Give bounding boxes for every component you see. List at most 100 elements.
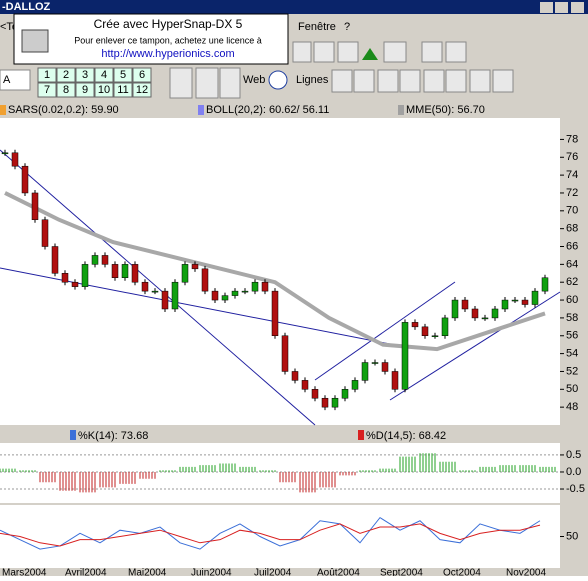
y-tick-label: 48 xyxy=(566,401,578,413)
y-tick-label: 70 xyxy=(566,205,578,217)
number-button[interactable] xyxy=(37,82,57,98)
price-panel xyxy=(0,118,560,425)
menu-item[interactable]: ? xyxy=(344,21,350,33)
number-button[interactable] xyxy=(94,67,114,83)
y-tick-label: 58 xyxy=(566,312,578,324)
maximize[interactable] xyxy=(555,2,568,13)
stamp-title: Crée avec HyperSnap-DX 5 xyxy=(94,17,243,31)
candle xyxy=(171,281,179,310)
candle xyxy=(321,397,329,408)
legend-label: %K(14): 73.68 xyxy=(78,430,148,442)
candle xyxy=(441,317,449,337)
candle xyxy=(371,362,379,364)
candle xyxy=(451,299,459,319)
y-tick-label: 72 xyxy=(566,187,578,199)
stamp-link[interactable]: http://www.hyperionics.com xyxy=(101,48,234,60)
candle xyxy=(261,281,269,292)
candle xyxy=(491,308,499,319)
candle xyxy=(511,299,519,302)
candle xyxy=(181,264,189,283)
y-tick-label: 68 xyxy=(566,223,578,235)
y-tick-label: 0.5 xyxy=(566,449,581,461)
candle xyxy=(211,290,219,301)
stamp xyxy=(13,13,289,65)
y-tick-label: 62 xyxy=(566,276,578,288)
number-button[interactable] xyxy=(132,67,152,83)
y-tick-label: 50 xyxy=(566,383,578,395)
number-button[interactable] xyxy=(94,82,114,98)
number-label: 2 xyxy=(63,69,69,81)
y-tick-label: 66 xyxy=(566,240,578,252)
x-tick-label: Nov2004 xyxy=(506,568,546,576)
candle xyxy=(121,264,129,278)
candle xyxy=(301,380,309,390)
y-tick-label: 74 xyxy=(566,169,578,181)
y-tick-label: 50 xyxy=(566,530,578,542)
number-button[interactable] xyxy=(37,67,57,83)
candle xyxy=(351,380,359,390)
candle xyxy=(381,362,389,372)
close[interactable] xyxy=(571,2,584,13)
candle xyxy=(501,299,509,310)
candle xyxy=(161,290,169,310)
x-tick-label: Août2004 xyxy=(317,568,360,576)
candle xyxy=(131,264,139,283)
number-button[interactable] xyxy=(75,82,95,98)
y-tick-label: 0.0 xyxy=(566,466,581,478)
candle xyxy=(391,371,399,390)
candle xyxy=(81,264,89,287)
web-icon xyxy=(268,70,288,90)
x-tick-label: Oct2004 xyxy=(443,568,481,576)
candle xyxy=(341,389,349,399)
candle xyxy=(91,255,99,265)
lines-button[interactable]: Lignes xyxy=(296,74,329,86)
number-button[interactable] xyxy=(132,82,152,98)
candle xyxy=(151,290,159,293)
candle xyxy=(221,295,229,301)
candle xyxy=(11,152,19,167)
legend-swatch xyxy=(398,105,404,115)
legend-swatch xyxy=(0,105,6,115)
stoch-line xyxy=(0,523,541,547)
y-tick-label: -0.5 xyxy=(566,483,585,495)
number-label: 12 xyxy=(136,84,148,96)
y-tick-label: 76 xyxy=(566,151,578,163)
combo[interactable] xyxy=(0,69,31,91)
candle xyxy=(31,192,39,220)
number-button[interactable] xyxy=(56,67,76,83)
legend-label: BOLL(20,2): 60.62/ 56.11 xyxy=(206,104,329,116)
menu-item[interactable]: Fenêtre xyxy=(298,21,336,33)
number-button[interactable] xyxy=(75,67,95,83)
number-label: 6 xyxy=(139,69,145,81)
number-label: 1 xyxy=(44,69,50,81)
title-bar xyxy=(0,0,588,14)
candle xyxy=(531,290,539,305)
candle xyxy=(541,277,549,292)
combo-text: A xyxy=(3,74,11,86)
number-button[interactable] xyxy=(56,82,76,98)
x-tick-label: Avril2004 xyxy=(65,568,107,576)
candle xyxy=(421,326,429,337)
minimize[interactable] xyxy=(540,2,553,13)
legend-swatch xyxy=(358,430,364,440)
candle xyxy=(101,255,109,265)
candle xyxy=(71,281,79,287)
x-tick-label: Sept2004 xyxy=(380,568,423,576)
legend-swatch xyxy=(70,430,76,440)
candle xyxy=(41,219,49,247)
stoch-line xyxy=(0,516,541,550)
number-button[interactable] xyxy=(113,82,133,98)
number-label: 8 xyxy=(63,84,69,96)
candle xyxy=(431,335,439,338)
web-button[interactable]: Web xyxy=(243,74,265,86)
x-tick-label: Juil2004 xyxy=(254,568,292,576)
y-tick-label: 64 xyxy=(566,258,578,270)
number-button[interactable] xyxy=(113,67,133,83)
candle xyxy=(251,281,259,292)
window-title: -DALLOZ xyxy=(2,1,51,13)
number-label: 7 xyxy=(44,84,50,96)
candle xyxy=(331,397,339,408)
y-tick-label: 60 xyxy=(566,294,578,306)
candle xyxy=(191,264,199,270)
candle xyxy=(401,322,409,390)
